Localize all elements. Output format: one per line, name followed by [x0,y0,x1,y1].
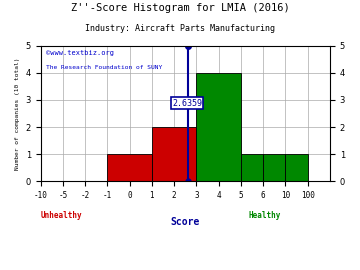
Text: Healthy: Healthy [249,211,281,220]
Text: Unhealthy: Unhealthy [41,211,82,220]
Bar [241,154,263,181]
Bar [107,154,152,181]
Text: ©www.textbiz.org: ©www.textbiz.org [46,50,114,56]
Text: Z''-Score Histogram for LMIA (2016): Z''-Score Histogram for LMIA (2016) [71,3,289,13]
Text: Industry: Aircraft Parts Manufacturing: Industry: Aircraft Parts Manufacturing [85,24,275,33]
Text: The Research Foundation of SUNY: The Research Foundation of SUNY [46,65,163,69]
X-axis label: Score: Score [171,217,200,227]
Bar [285,154,308,181]
Bar [197,73,241,181]
Bar [263,154,285,181]
Text: 2.6359: 2.6359 [172,99,202,108]
Bar [152,127,197,181]
Y-axis label: Number of companies (10 total): Number of companies (10 total) [15,57,20,170]
